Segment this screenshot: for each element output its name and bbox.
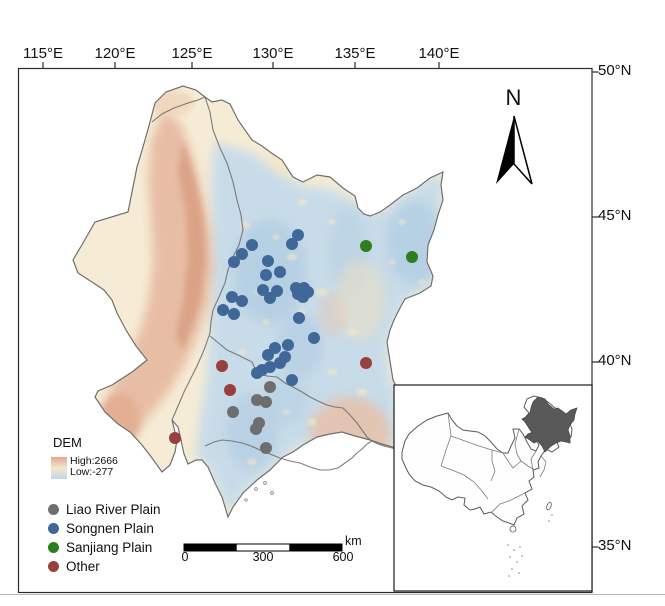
site-songnen-plain — [236, 295, 248, 307]
scale-label: 300 — [252, 550, 274, 564]
site-songnen-plain — [297, 291, 309, 303]
coastal-islands — [244, 481, 274, 502]
site-songnen-plain — [286, 238, 298, 250]
site-songnen-plain — [251, 367, 263, 379]
legend-dot-other — [48, 561, 59, 572]
site-liao-river-plain — [260, 396, 272, 408]
site-other — [169, 432, 181, 444]
lat-tick-label: 40°N — [598, 352, 632, 369]
site-sanjiang-plain — [360, 240, 372, 252]
site-liao-river-plain — [251, 394, 263, 406]
legend-label: Liao River Plain — [66, 502, 161, 517]
lon-tick-label: 125°E — [171, 45, 213, 62]
site-songnen-plain — [228, 308, 240, 320]
site-legend: Liao River Plain Songnen Plain Sanjiang Pl… — [48, 500, 161, 576]
lat-tick-label: 45°N — [598, 207, 632, 224]
longitude-ticks — [42, 62, 440, 69]
site-songnen-plain — [262, 349, 274, 361]
latitude-ticks — [592, 71, 599, 548]
site-songnen-plain — [264, 292, 276, 304]
dem-high-label: High:2666 — [70, 455, 118, 467]
north-arrow-label: N — [505, 85, 523, 110]
inset-study-area-highlight — [521, 396, 578, 453]
site-songnen-plain — [236, 248, 248, 260]
lat-tick-label: 35°N — [598, 537, 632, 554]
legend-item-songnen-plain: Songnen Plain — [48, 519, 161, 538]
scale-label: 600 — [332, 550, 354, 564]
lat-tick-label: 50°N — [598, 62, 632, 79]
site-songnen-plain — [217, 304, 229, 316]
site-sanjiang-plain — [406, 251, 418, 263]
legend-dot-songnen-plain — [48, 523, 59, 534]
map-frame — [17, 67, 593, 594]
scale-unit-label: km — [345, 534, 362, 548]
figure-bottom-border — [0, 594, 665, 595]
south-china-sea-islands — [507, 514, 553, 577]
site-songnen-plain — [246, 239, 258, 251]
site-songnen-plain — [226, 291, 238, 303]
site-songnen-plain — [257, 284, 269, 296]
lon-tick-label: 135°E — [334, 45, 376, 62]
site-songnen-plain — [274, 357, 286, 369]
site-songnen-plain — [308, 332, 320, 344]
lon-tick-label: 140°E — [418, 45, 460, 62]
legend-dot-sanjiang-plain — [48, 542, 59, 553]
north-arrow-icon — [496, 115, 533, 185]
hainan-island — [509, 525, 517, 533]
legend-dot-liao-river-plain — [48, 504, 59, 515]
site-other — [224, 384, 236, 396]
lon-tick-label: 115°E — [23, 45, 63, 62]
site-liao-river-plain — [250, 423, 262, 435]
site-liao-river-plain — [227, 406, 239, 418]
legend-item-other: Other — [48, 557, 161, 576]
legend-item-liao-river-plain: Liao River Plain — [48, 500, 161, 519]
site-songnen-plain — [274, 266, 286, 278]
china-inset-map — [393, 384, 593, 592]
dem-color-ramp — [51, 457, 67, 479]
site-liao-river-plain — [264, 381, 276, 393]
site-songnen-plain — [292, 229, 304, 241]
site-songnen-plain — [262, 255, 274, 267]
site-songnen-plain — [286, 374, 298, 386]
lon-tick-label: 130°E — [252, 45, 294, 62]
legend-label: Songnen Plain — [66, 521, 154, 536]
site-other — [216, 360, 228, 372]
legend-label: Other — [66, 559, 100, 574]
taiwan-island — [546, 501, 552, 511]
scale-bar — [183, 543, 343, 552]
china-province-lines — [440, 412, 547, 513]
site-songnen-plain — [260, 269, 272, 281]
lon-tick-label: 120°E — [94, 45, 136, 62]
scale-label: 0 — [181, 550, 189, 564]
site-liao-river-plain — [260, 442, 272, 454]
legend-item-sanjiang-plain: Sanjiang Plain — [48, 538, 161, 557]
dem-low-label: Low:-277 — [70, 466, 114, 478]
dem-legend-title: DEM — [53, 435, 82, 450]
study-region-outline — [72, 85, 444, 519]
legend-label: Sanjiang Plain — [66, 540, 153, 555]
site-songnen-plain — [293, 312, 305, 324]
site-songnen-plain — [282, 339, 294, 351]
sampling-sites — [169, 229, 418, 454]
site-songnen-plain — [228, 256, 240, 268]
site-other — [360, 357, 372, 369]
